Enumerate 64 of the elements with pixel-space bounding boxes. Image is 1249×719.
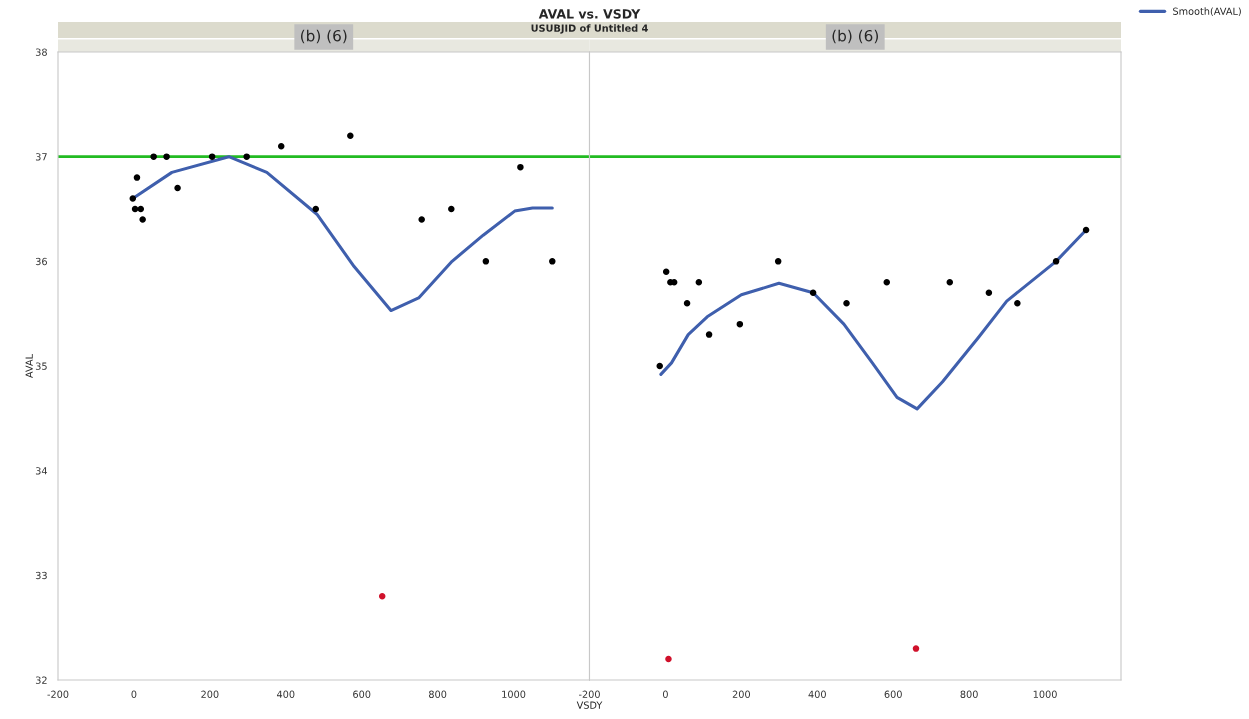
point (208, 153, 216, 160)
point (665, 655, 672, 663)
x-axis-title: VSDY (576, 701, 603, 709)
point (683, 299, 691, 307)
x-tick-label: 800 (429, 690, 447, 698)
x-tick-label: 600 (884, 690, 902, 698)
point (736, 320, 744, 328)
y-tick-label: 34 (35, 467, 48, 475)
x-tick-label: -200 (47, 690, 69, 698)
point (137, 205, 145, 213)
point (163, 153, 170, 160)
point (1014, 299, 1021, 307)
x-tick-label: 400 (808, 690, 826, 698)
x-tick-label: 800 (960, 690, 978, 698)
point (277, 142, 285, 150)
y-tick-label: 32 (35, 676, 47, 684)
y-tick-label: 33 (35, 571, 47, 580)
text: (b) (6) (832, 29, 878, 44)
point (517, 163, 524, 171)
point (150, 153, 157, 160)
y-axis-title: AVAL (25, 353, 33, 378)
point (243, 153, 250, 160)
text: (b) (6) (301, 29, 347, 44)
point (695, 279, 703, 286)
chart-title: AVAL vs. VSDY (538, 9, 641, 19)
point (656, 362, 663, 370)
x-tick-label: 200 (732, 690, 750, 698)
y-tick-label: 37 (35, 153, 47, 161)
point (705, 331, 713, 338)
point (347, 132, 354, 139)
x-tick-label: 0 (131, 690, 137, 698)
x-tick-label: 1000 (502, 690, 526, 698)
point (139, 216, 146, 223)
y-tick-label: 35 (35, 362, 47, 370)
x-tick-label: -200 (578, 690, 600, 698)
point (549, 258, 556, 265)
y-tick-label: 38 (35, 48, 47, 56)
point (985, 289, 993, 296)
point (131, 205, 139, 213)
point (774, 258, 782, 265)
point (662, 268, 670, 276)
point (809, 289, 817, 296)
point (174, 184, 181, 192)
point (912, 645, 920, 652)
point (448, 205, 455, 213)
point (133, 174, 141, 181)
point (946, 279, 954, 286)
chart-subtitle: USUBJID of Untitled 4 (531, 24, 648, 34)
point (482, 258, 490, 265)
point (378, 593, 386, 600)
x-tick-label: 200 (201, 690, 219, 698)
y-tick-label: 36 (35, 257, 47, 266)
legend-label: Smooth(AVAL) (1173, 7, 1241, 17)
x-tick-label: 400 (276, 690, 295, 698)
point (418, 216, 425, 223)
x-tick-label: 1000 (1033, 690, 1057, 698)
x-tick-label: 600 (353, 690, 371, 698)
x-tick-label: 0 (662, 690, 668, 698)
point (312, 205, 320, 213)
point (1082, 226, 1090, 234)
point (883, 279, 891, 286)
point (1052, 258, 1060, 265)
point (843, 299, 850, 307)
point (129, 195, 137, 202)
